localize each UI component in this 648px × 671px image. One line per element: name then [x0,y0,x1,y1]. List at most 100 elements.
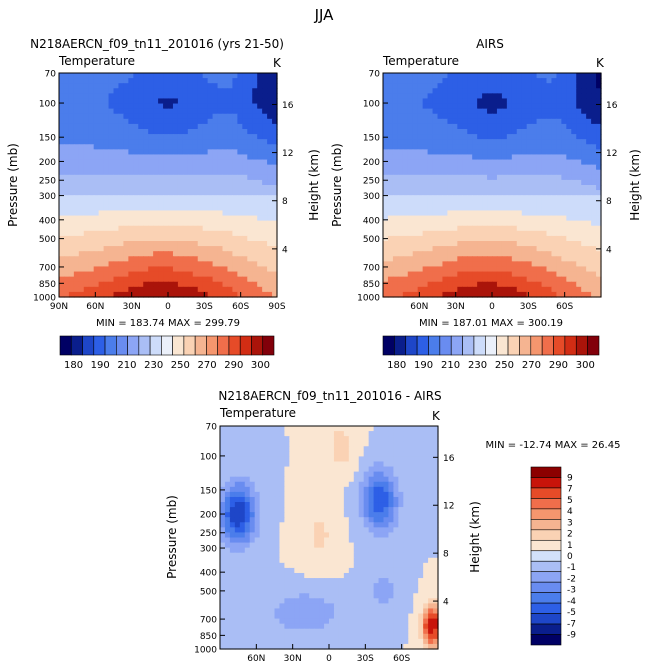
contour-cell [531,215,538,222]
contour-cell [133,190,139,196]
contour-cell [103,179,110,186]
contour-cell [432,113,439,120]
contour-cell [482,225,488,232]
contour-cell [187,286,194,293]
contour-cell [591,134,597,140]
contour-cell [68,195,75,201]
contour-cell [442,256,448,262]
contour-cell [467,266,473,273]
contour-cell [536,215,543,222]
contour-cell [378,486,385,493]
contour-cell [207,103,214,110]
contour-cell [373,451,380,458]
contour-cell [138,291,144,298]
contour-cell [68,134,75,140]
contour-cell [417,83,424,89]
contour-cell [432,185,439,191]
contour-cell [506,246,513,252]
contour-cell [546,159,553,166]
contour-cell [257,73,263,79]
contour-cell [197,220,204,227]
contour-cell [217,200,224,206]
contour-cell [123,83,129,89]
contour-cell [492,139,498,145]
contour-cell [133,149,139,156]
contour-cell [143,108,149,115]
contour-cell [108,215,115,222]
contour-cell [227,159,233,166]
contour-cell [274,436,281,442]
contour-cell [217,78,224,84]
contour-cell [343,436,350,442]
contour-cell [63,159,70,166]
contour-cell [338,446,345,452]
contour-cell [192,98,199,105]
contour-cell [128,190,134,196]
y-tick-label: 100 [363,100,380,110]
contour-cell [392,149,399,156]
contour-cell [212,225,219,232]
contour-cell [472,190,478,196]
contour-cell [247,134,253,140]
contour-cell [437,256,444,262]
contour-cell [202,185,209,191]
contour-cell [118,83,124,89]
contour-cell [220,527,226,534]
contour-cell [398,476,404,483]
contour-cell [428,466,434,473]
contour-cell [247,174,253,181]
contour-cell [192,261,199,268]
contour-cell [187,261,194,268]
contour-cell [103,144,110,150]
x-tick-label: 90N [50,302,68,312]
contour-cell [561,286,567,293]
contour-cell [586,129,592,135]
contour-cell [403,512,409,518]
contour-cell [88,261,95,268]
contour-cell [581,190,587,196]
contour-cell [88,144,95,150]
contour-cell [392,169,399,176]
contour-cell [153,230,159,237]
contour-cell [252,113,258,120]
contour-cell [596,139,602,145]
contour-cell [368,451,375,458]
contour-cell [571,149,577,156]
contour-cell [108,291,115,298]
contour-cell [78,83,85,89]
contour-cell [113,149,120,156]
contour-cell [113,98,120,105]
contour-cell [536,225,543,232]
contour-cell [511,78,518,84]
contour-cell [128,195,134,201]
contour-cell [103,123,110,130]
contour-cell [561,291,567,298]
contour-cell [392,174,399,181]
contour-cell [521,88,528,94]
contour-cell [482,210,488,217]
contour-cell [442,261,448,268]
contour-cell [516,164,523,171]
contour-cell [462,103,468,110]
colorbar-swatch [382,335,395,356]
contour-cell [108,154,115,161]
contour-cell [452,190,458,196]
contour-cell [581,291,587,298]
contour-cell [402,235,409,242]
contour-cell [78,220,85,227]
contour-cell [423,461,429,468]
contour-cell [108,230,115,237]
contour-cell [220,502,226,508]
contour-cell [457,108,463,115]
contour-cell [397,164,404,171]
contour-cell [477,185,483,191]
contour-cell [467,103,473,110]
contour-cell [197,256,204,262]
contour-cell [418,461,424,468]
contour-cell [378,431,385,437]
contour-cell [207,276,214,283]
contour-cell [412,103,419,110]
contour-cell [467,271,473,278]
contour-cell [383,88,389,94]
contour-cell [397,129,404,135]
